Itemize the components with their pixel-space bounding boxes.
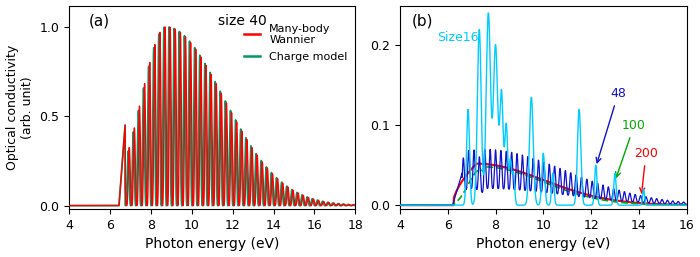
Text: Size16: Size16 [437, 32, 479, 44]
Text: (b): (b) [412, 14, 433, 29]
X-axis label: Photon energy (eV): Photon energy (eV) [476, 237, 610, 251]
Text: 100: 100 [615, 119, 646, 177]
X-axis label: Photon energy (eV): Photon energy (eV) [145, 237, 279, 251]
Y-axis label: Optical conductivity
(arb. unit): Optical conductivity (arb. unit) [6, 45, 34, 170]
Text: 200: 200 [634, 147, 658, 193]
Text: size 40: size 40 [218, 14, 267, 28]
Text: 48: 48 [596, 87, 626, 163]
Legend: Many-body
Wannier, Charge model: Many-body Wannier, Charge model [241, 21, 350, 64]
Text: (a): (a) [89, 14, 110, 29]
